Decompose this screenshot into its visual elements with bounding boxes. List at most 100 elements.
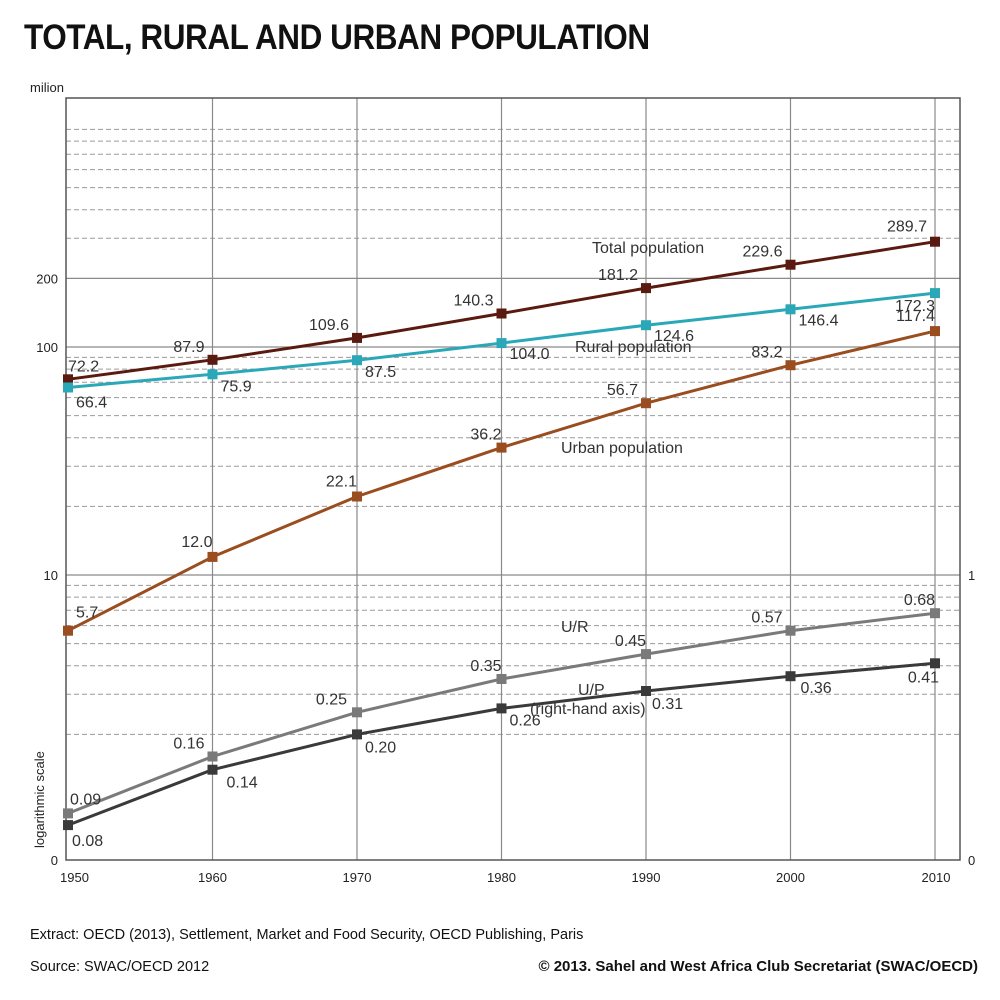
x-tick-label: 1960 [198,870,227,885]
series-name-label: Total population [592,240,704,257]
data-label: 0.41 [908,669,939,686]
data-point [352,491,362,502]
data-point [207,751,218,762]
data-point [930,326,940,337]
series-name-label: Rural population [575,339,692,356]
data-label: 109.6 [309,317,349,334]
chart-title: TOTAL, RURAL AND URBAN POPULATION [24,18,650,57]
series-name-label: U/P [578,682,605,699]
series-rural-population: 66.4 75.9 87.5 104.0 124.6 146.4 172.3 Rural po… [63,288,940,412]
scale-note: logarithmic scale [32,751,47,848]
right-tick-label: 0 [968,853,975,868]
x-tick-label: 1990 [632,870,661,885]
series-urban-population: 5.7 12.0 22.1 36.2 56.7 83.2 117.4 Urban popula… [63,308,940,636]
data-point [352,355,362,366]
left-axis-unit: milion [30,80,64,95]
data-point [641,320,651,331]
data-label: 181.2 [598,267,638,284]
data-point [785,360,796,371]
grid [66,98,960,860]
data-point [930,236,940,247]
data-label: 0.09 [70,791,101,808]
data-point [496,442,507,453]
extract-citation: Extract: OECD (2013), Settlement, Market… [30,927,584,943]
x-tick-label: 2010 [922,870,951,885]
data-label: 172.3 [895,298,935,315]
data-label: 0.20 [365,739,396,756]
data-point [207,764,218,775]
data-point [785,259,796,270]
data-label: 87.9 [173,339,204,356]
data-point [352,729,362,740]
data-point [641,398,651,409]
data-label: 104.0 [510,346,550,363]
data-point [63,808,73,819]
series-u-r: 0.09 0.16 0.25 0.35 0.45 0.57 0.68 U/R [63,592,940,819]
data-point [496,674,507,684]
data-point [785,671,796,682]
left-tick-label: 200 [36,271,58,286]
series-layer: 72.2 87.9 109.6 140.3 181.2 229.6 289.7 Total p… [63,219,940,850]
data-label: 289.7 [887,219,927,236]
data-label: 0.31 [652,696,683,713]
series-name-note: (right-hand axis) [530,701,646,718]
data-point [352,707,362,718]
data-point [207,369,218,380]
data-point [496,338,507,349]
series-u-p: 0.08 0.14 0.20 0.26 0.31 0.36 0.41 U/P (right-ha… [63,658,940,850]
left-tick-label: 100 [36,340,58,355]
data-label: 72.2 [68,358,99,375]
source-note: Source: SWAC/OECD 2012 [30,959,210,975]
data-label: 5.7 [76,605,98,622]
data-label: 0.08 [72,833,103,850]
data-label: 124.6 [654,328,694,345]
data-point [785,625,796,636]
data-label: 0.16 [173,735,204,752]
plot-frame [65,97,961,861]
x-tick-label: 2000 [776,870,805,885]
data-point [930,288,940,299]
data-label: 0.26 [510,712,541,729]
data-label: 75.9 [221,378,252,395]
data-point [496,703,507,714]
data-point [641,686,651,696]
data-label: 117.4 [896,308,935,325]
right-tick-label: 1 [968,568,975,583]
data-label: 0.25 [316,691,347,708]
x-tick-label: 1970 [343,870,372,885]
series-name-label: Urban population [561,440,683,457]
series-total-population: 72.2 87.9 109.6 140.3 181.2 229.6 289.7 Total p… [63,219,940,385]
data-label: 36.2 [470,427,501,444]
data-label: 229.6 [742,244,782,261]
data-label: 22.1 [326,473,357,490]
copyright-notice: © 2013. Sahel and West Africa Club Secre… [538,958,978,975]
data-point [207,551,218,562]
x-tick-label: 1980 [487,870,516,885]
data-point [496,308,507,319]
data-point [63,374,73,385]
x-tick-label: 1950 [60,870,89,885]
data-point [930,658,940,669]
data-label: 0.36 [801,680,832,697]
data-point [930,608,940,619]
series-name-label: U/R [561,619,589,636]
data-point [352,332,362,343]
data-label: 56.7 [607,382,638,399]
data-point [63,820,73,831]
left-tick-label: 10 [44,568,58,583]
data-label: 0.35 [470,658,501,675]
data-label: 83.2 [751,344,782,361]
data-label: 0.14 [227,775,258,792]
data-point [63,625,73,636]
data-label: 146.4 [799,312,839,329]
data-label: 12.0 [181,534,212,551]
data-point [641,283,651,294]
data-label: 0.57 [751,610,782,627]
data-label: 0.68 [904,592,935,609]
data-label: 66.4 [76,395,107,412]
data-label: 140.3 [453,292,493,309]
left-tick-label: 0 [51,853,58,868]
data-point [63,382,73,393]
